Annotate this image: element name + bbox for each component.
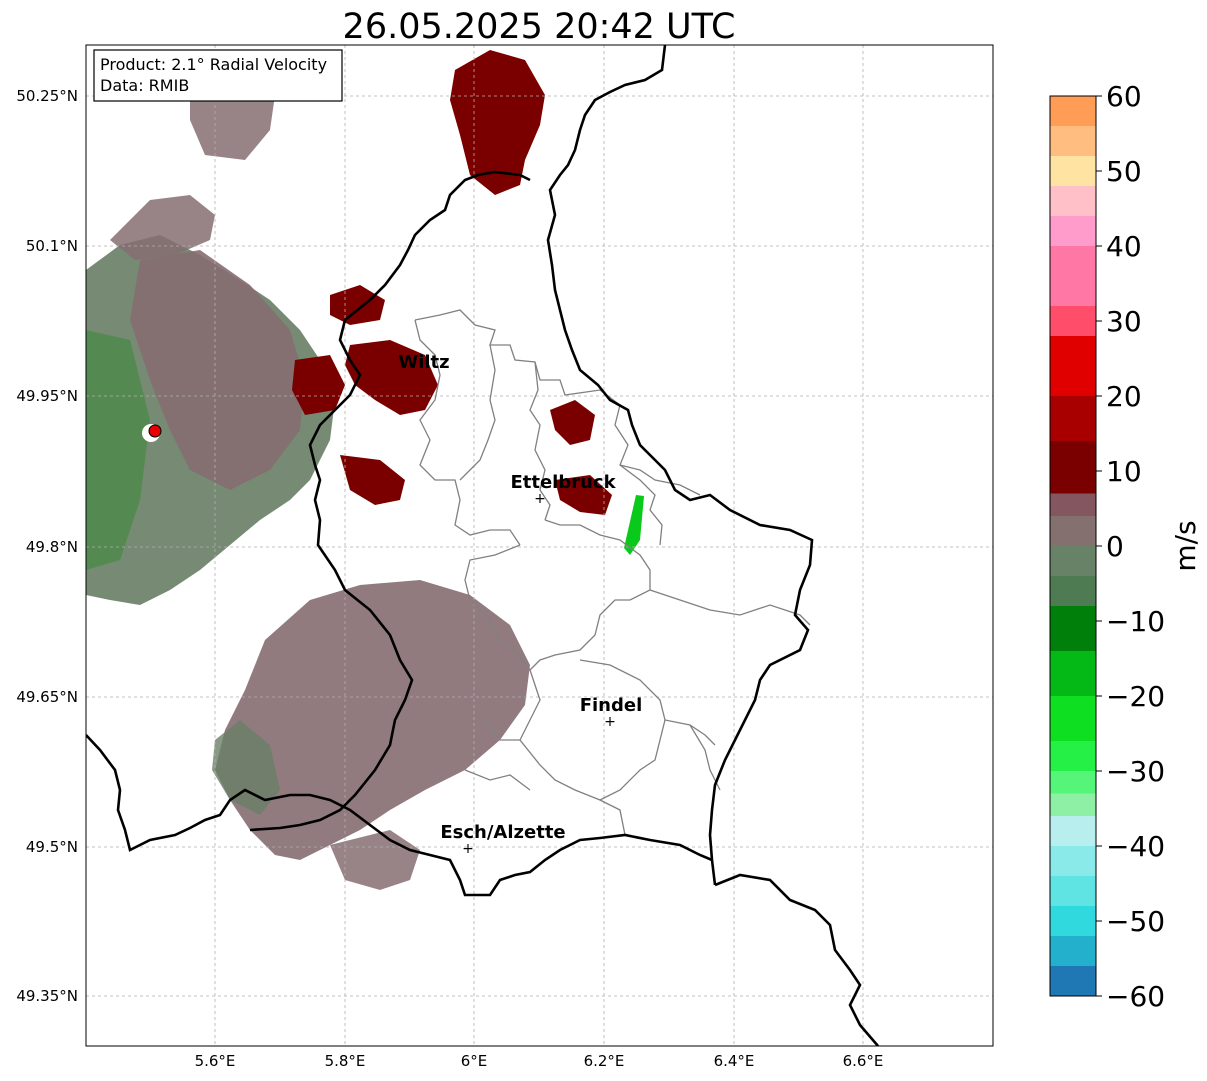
colorbar-band [1050,936,1096,966]
colorbar-band [1050,441,1096,494]
colorbar-band [1050,186,1096,216]
colorbar-band [1050,771,1096,794]
y-tick-label: 49.95°N [16,387,78,405]
colorbar-band [1050,606,1096,651]
info-product: Product: 2.1° Radial Velocity [100,55,327,74]
echo-green-strip [624,495,644,555]
y-tick-label: 49.5°N [26,838,78,856]
colorbar-band [1050,816,1096,846]
x-tick-label: 5.8°E [325,1052,366,1070]
city-marker-findel: + [604,714,616,730]
colorbar-tick-label: 0 [1106,530,1124,563]
echo-ettelbruck-red-b [555,475,612,515]
x-tick-label: 6.6°E [843,1052,884,1070]
colorbar-band [1050,876,1096,906]
info-box: Product: 2.1° Radial Velocity Data: RMIB [93,49,343,102]
national-borders [86,45,879,1046]
map-frame [85,44,994,1047]
y-tick-label: 49.35°N [16,987,78,1005]
colorbar: 60 50 40 30 20 10 0 −10 −20 −30 −40 −50 −60 m/s [1049,80,1202,1013]
city-marker-esch-alzette: + [462,841,474,857]
echo-west-green [86,330,150,570]
echo-wiltz-red-a [330,285,385,325]
colorbar-band [1050,216,1096,246]
colorbar-tick-label: 60 [1106,80,1142,113]
y-tick-label: 49.8°N [26,538,78,556]
colorbar-band [1050,696,1096,741]
echo-west-brown [130,250,305,490]
city-label-ettelbruck: Ettelbruck [510,472,616,493]
colorbar-band [1050,576,1096,606]
colorbar-tick-label: −10 [1106,605,1165,638]
city-label-wiltz: Wiltz [398,352,449,373]
colorbar-band [1050,516,1096,546]
colorbar-band [1050,96,1096,126]
x-tick-label: 5.6°E [195,1052,236,1070]
colorbar-tick-label: 20 [1106,380,1142,413]
colorbar-band [1050,966,1096,996]
city-wiltz: Wiltz [398,352,449,373]
city-findel: Findel + [580,695,643,730]
echo-northwest [110,195,215,260]
echo-south-wiltz-red [340,455,405,505]
canton-borders [414,309,811,836]
x-tick-label: 6.2°E [584,1052,625,1070]
colorbar-band [1050,793,1096,816]
colorbar-label: m/s [1169,520,1202,571]
colorbar-tick-label: 10 [1106,455,1142,488]
chart-title: 26.05.2025 20:42 UTC [343,7,736,47]
colorbar-band [1050,906,1096,936]
colorbar-tick-label: −20 [1106,680,1165,713]
colorbar-tick-label: 40 [1106,230,1142,263]
map-background [86,45,993,1046]
colorbar-band [1050,336,1096,396]
echo-ettelbruck-red-a [550,400,595,445]
colorbar-tick-label: −30 [1106,755,1165,788]
colorbar-tick-label: 50 [1106,155,1142,188]
echo-north-red-cell [450,50,545,195]
info-data-source: Data: RMIB [100,76,189,95]
city-ettelbruck: Ettelbruck + [510,472,616,507]
colorbar-bands [1050,96,1096,996]
colorbar-band [1050,546,1096,576]
y-axis-ticks: 50.25°N 50.1°N 49.95°N 49.8°N 49.65°N 49… [16,87,78,1005]
city-esch-alzette: Esch/Alzette + [440,822,565,857]
colorbar-tick-label: 30 [1106,305,1142,338]
colorbar-band [1050,126,1096,156]
colorbar-band [1050,156,1096,186]
x-axis-ticks: 5.6°E 5.8°E 6°E 6.2°E 6.4°E 6.6°E [195,1052,884,1070]
radar-echoes [86,50,644,890]
city-label-findel: Findel [580,695,643,716]
radar-site [142,424,162,442]
colorbar-ticks: 60 50 40 30 20 10 0 −10 −20 −30 −40 −50 −60 [1096,80,1165,1013]
colorbar-band [1050,846,1096,876]
echo-wiltz-red-c [292,355,345,415]
y-tick-label: 50.25°N [16,87,78,105]
colorbar-band [1050,396,1096,441]
colorbar-tick-label: −40 [1106,830,1165,863]
city-marker-ettelbruck: + [534,491,546,507]
colorbar-band [1050,493,1096,516]
colorbar-tick-label: −50 [1106,905,1165,938]
x-tick-label: 6°E [461,1052,488,1070]
y-tick-label: 50.1°N [26,237,78,255]
colorbar-band [1050,246,1096,306]
map-area: Wiltz Ettelbruck + Findel + Esch/Alzette… [86,45,993,1046]
x-tick-label: 6.4°E [714,1052,755,1070]
echo-south-green-fringe [212,720,280,815]
colorbar-band [1050,306,1096,336]
colorbar-tick-label: −60 [1106,980,1165,1013]
y-tick-label: 49.65°N [16,688,78,706]
city-label-esch-alzette: Esch/Alzette [440,822,565,843]
echo-wiltz-red-b [345,340,438,415]
colorbar-band [1050,651,1096,696]
colorbar-band [1050,741,1096,771]
echo-south-brown [215,580,530,860]
